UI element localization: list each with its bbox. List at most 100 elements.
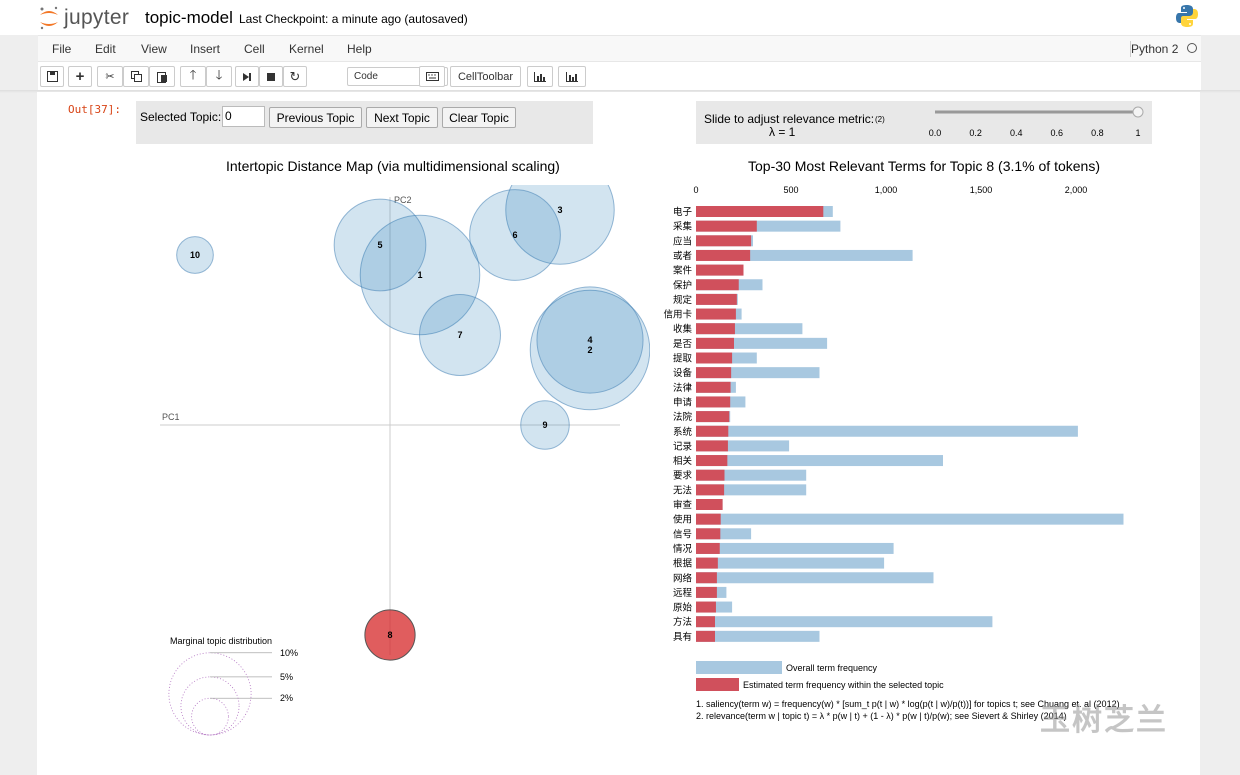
term-label[interactable]: 原始 — [673, 602, 693, 614]
command-palette-button[interactable] — [419, 66, 445, 87]
overall-frequency-bar[interactable] — [696, 513, 1124, 525]
slider-handle[interactable] — [1132, 106, 1144, 118]
overall-frequency-bar[interactable] — [696, 572, 934, 584]
estimated-frequency-bar[interactable] — [696, 337, 734, 349]
overall-frequency-bar[interactable] — [696, 220, 841, 232]
chart-button-2[interactable] — [558, 66, 586, 87]
next-topic-button[interactable]: Next Topic — [366, 107, 438, 128]
estimated-frequency-bar[interactable] — [696, 206, 824, 217]
menu-view[interactable]: View — [141, 42, 167, 56]
save-button[interactable] — [40, 66, 64, 87]
notebook-title[interactable]: topic-model — [145, 8, 233, 27]
paste-button[interactable] — [149, 66, 175, 87]
estimated-frequency-bar[interactable] — [696, 235, 752, 247]
topic-bubble-4[interactable] — [536, 286, 644, 394]
estimated-frequency-bar[interactable] — [696, 440, 728, 452]
estimated-frequency-bar[interactable] — [696, 220, 757, 232]
run-button[interactable] — [235, 66, 259, 87]
term-label[interactable]: 情况 — [673, 543, 693, 555]
term-label[interactable]: 系统 — [673, 426, 693, 438]
topic-label-7[interactable]: 7 — [457, 330, 462, 340]
move-up-button[interactable]: 🡑 — [180, 66, 206, 87]
estimated-frequency-bar[interactable] — [696, 308, 736, 320]
overall-frequency-bar[interactable] — [696, 367, 820, 379]
estimated-frequency-bar[interactable] — [696, 572, 717, 584]
estimated-frequency-bar[interactable] — [696, 630, 715, 642]
topic-bubble-8[interactable] — [364, 609, 416, 661]
term-label[interactable]: 申请 — [673, 396, 693, 408]
estimated-frequency-bar[interactable] — [696, 381, 731, 393]
estimated-frequency-bar[interactable] — [696, 586, 717, 598]
estimated-frequency-bar[interactable] — [696, 542, 720, 554]
topic-label-4[interactable]: 4 — [587, 335, 592, 345]
term-label[interactable]: 根据 — [673, 558, 693, 570]
topic-bubble-3[interactable] — [505, 185, 615, 265]
term-label[interactable]: 电子 — [673, 206, 693, 218]
insert-cell-button[interactable]: + — [68, 66, 92, 87]
selected-topic-input[interactable]: 0 — [222, 106, 265, 127]
topic-label-8[interactable]: 8 — [387, 630, 392, 640]
estimated-frequency-bar[interactable] — [696, 264, 744, 276]
term-label[interactable]: 提取 — [673, 353, 693, 365]
term-label[interactable]: 保护 — [673, 279, 692, 291]
term-label[interactable]: 要求 — [673, 470, 693, 482]
term-label[interactable]: 或者 — [673, 250, 692, 262]
menu-kernel[interactable]: Kernel — [289, 42, 324, 56]
estimated-frequency-bar[interactable] — [696, 484, 725, 496]
topic-label-2[interactable]: 2 — [587, 345, 592, 355]
clear-topic-button[interactable]: Clear Topic — [442, 107, 516, 128]
estimated-frequency-bar[interactable] — [696, 425, 729, 437]
menu-cell[interactable]: Cell — [244, 42, 265, 56]
estimated-frequency-bar[interactable] — [696, 601, 716, 613]
menu-help[interactable]: Help — [347, 42, 372, 56]
overall-frequency-bar[interactable] — [696, 469, 807, 481]
topic-bubble-5[interactable] — [333, 198, 427, 292]
term-label[interactable]: 具有 — [673, 631, 692, 643]
copy-button[interactable] — [123, 66, 149, 87]
term-label[interactable]: 远程 — [673, 588, 693, 599]
topic-bubble-10[interactable] — [176, 236, 214, 274]
overall-frequency-bar[interactable] — [696, 440, 790, 452]
estimated-frequency-bar[interactable] — [696, 528, 721, 540]
overall-frequency-bar[interactable] — [696, 616, 993, 628]
estimated-frequency-bar[interactable] — [696, 455, 728, 467]
topic-bubble-6[interactable] — [469, 189, 561, 281]
estimated-frequency-bar[interactable] — [696, 323, 735, 335]
term-label[interactable]: 记录 — [673, 440, 693, 452]
move-down-button[interactable]: 🡓 — [206, 66, 232, 87]
topic-label-10[interactable]: 10 — [190, 250, 200, 260]
estimated-frequency-bar[interactable] — [696, 367, 732, 379]
term-label[interactable]: 规定 — [673, 294, 693, 306]
term-label[interactable]: 是否 — [673, 339, 693, 350]
restart-button[interactable]: ↻ — [283, 66, 307, 87]
term-label[interactable]: 信号 — [673, 528, 692, 540]
estimated-frequency-bar[interactable] — [696, 499, 723, 510]
lambda-slider[interactable]: 0.0 0.2 0.4 0.6 0.8 1 — [920, 103, 1145, 141]
topic-label-5[interactable]: 5 — [377, 240, 382, 250]
topic-label-1[interactable]: 1 — [417, 270, 422, 280]
overall-frequency-bar[interactable] — [696, 557, 885, 569]
term-label[interactable]: 采集 — [673, 221, 693, 233]
overall-frequency-bar[interactable] — [696, 337, 828, 349]
estimated-frequency-bar[interactable] — [696, 557, 718, 569]
chart-button-1[interactable] — [527, 66, 553, 87]
topic-bubble-9[interactable] — [520, 400, 570, 450]
previous-topic-button[interactable]: Previous Topic — [269, 107, 362, 128]
term-label[interactable]: 相关 — [673, 455, 693, 467]
jupyter-logo[interactable]: jupyter — [38, 5, 129, 31]
term-label[interactable]: 法律 — [673, 382, 693, 394]
topic-bubble-2[interactable] — [529, 289, 650, 411]
celltoolbar-button[interactable]: CellToolbar — [450, 66, 521, 87]
topic-label-9[interactable]: 9 — [542, 420, 547, 430]
estimated-frequency-bar[interactable] — [696, 616, 715, 628]
overall-frequency-bar[interactable] — [696, 542, 894, 554]
term-label[interactable]: 法院 — [673, 411, 693, 423]
interrupt-button[interactable] — [259, 66, 283, 87]
term-label[interactable]: 审查 — [673, 499, 693, 511]
overall-frequency-bar[interactable] — [696, 425, 1078, 437]
term-label[interactable]: 案件 — [673, 265, 693, 277]
overall-frequency-bar[interactable] — [696, 249, 913, 261]
term-label[interactable]: 信用卡 — [663, 309, 692, 321]
estimated-frequency-bar[interactable] — [696, 396, 731, 408]
estimated-frequency-bar[interactable] — [696, 513, 721, 525]
